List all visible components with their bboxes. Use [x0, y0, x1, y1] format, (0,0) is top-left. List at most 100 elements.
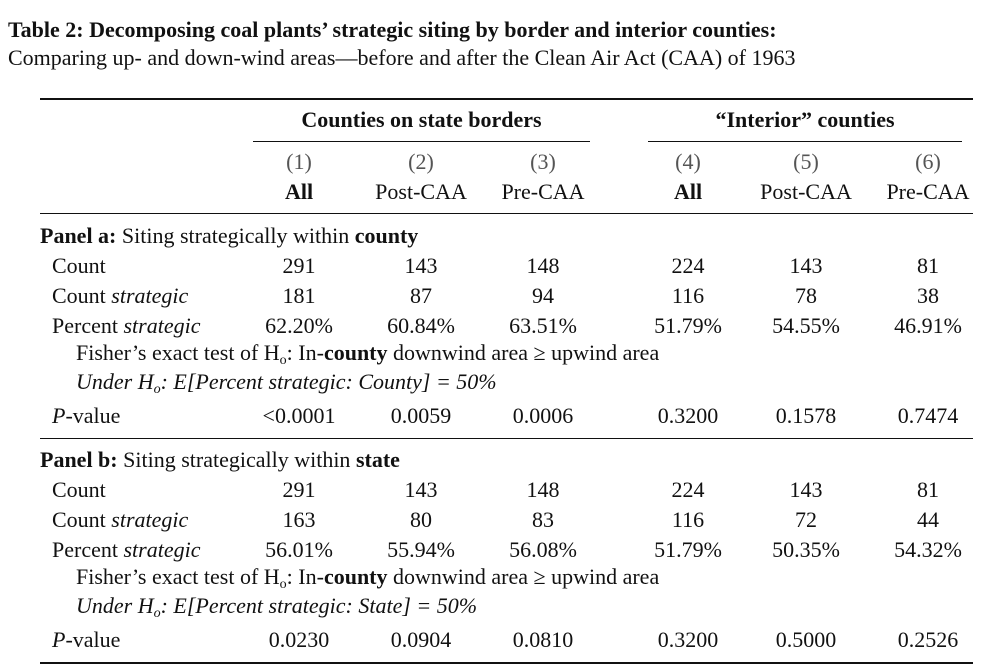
row-label-part: strategic [111, 283, 189, 308]
hypothesis-note-part: Under H [76, 593, 154, 618]
row-label-part: Count [52, 253, 106, 278]
cell: 0.7474 [897, 403, 959, 428]
column-label: All [284, 179, 314, 204]
row-label: Count [52, 477, 106, 503]
row-label: Count [52, 253, 106, 279]
column-number: (3) [530, 149, 556, 174]
cell: 38 [917, 283, 939, 308]
cell: 54.32% [894, 537, 962, 562]
cell: 87 [410, 283, 432, 308]
row-label-part: Count [52, 283, 112, 308]
row-label-part: Count [52, 507, 112, 532]
hypothesis-note-part: : E[Percent strategic: State] = 50% [160, 593, 478, 618]
column-number: (4) [675, 149, 701, 174]
cell: 55.94% [387, 537, 455, 562]
panel-heading-part: Panel b: [40, 447, 118, 472]
hypothesis-note: Under Ho: E[Percent strategic: State] = … [76, 593, 477, 627]
cell: 0.1578 [775, 403, 837, 428]
cell: 291 [282, 253, 316, 278]
row-label-part: P [52, 627, 66, 652]
panel-heading: Panel b: Siting strategically within sta… [40, 447, 400, 473]
column-number: (6) [915, 149, 941, 174]
row-label: Percent strategic [52, 537, 200, 563]
row-label: P-value [52, 627, 120, 653]
row-label: Count strategic [52, 283, 188, 309]
row-label-part: -value [65, 403, 121, 428]
row-label: Count strategic [52, 507, 188, 533]
rule [40, 213, 973, 214]
test-note-part: county [323, 564, 388, 589]
hypothesis-note-part: o [153, 606, 161, 621]
test-note: Fisher’s exact test of Ho: In-county dow… [76, 340, 659, 374]
cell: 56.08% [509, 537, 577, 562]
test-note-part: downwind area ≥ upwind area [387, 340, 660, 365]
cell: 291 [282, 477, 316, 502]
column-label: All [673, 179, 703, 204]
rule [40, 98, 973, 100]
row-label-part: strategic [123, 313, 201, 338]
hypothesis-note: Under Ho: E[Percent strategic: County] =… [76, 369, 497, 403]
subtitle: Comparing up- and down-wind areas—before… [8, 45, 796, 70]
rule [648, 141, 962, 142]
cell: 143 [789, 477, 823, 502]
cell: 0.0059 [390, 403, 452, 428]
cell: 60.84% [387, 313, 455, 338]
cell: 143 [404, 477, 438, 502]
cell: 56.01% [265, 537, 333, 562]
row-label-part: Count [52, 477, 106, 502]
panel-heading-part: Panel a: [40, 223, 117, 248]
cell: 0.2526 [897, 627, 959, 652]
cell: 0.0810 [512, 627, 574, 652]
rule [253, 141, 590, 142]
cell: 143 [404, 253, 438, 278]
column-number: (5) [793, 149, 819, 174]
hypothesis-note-part: o [153, 382, 161, 397]
panel-heading-part: Siting strategically within [116, 223, 355, 248]
row-label-part: strategic [111, 507, 189, 532]
cell: 116 [671, 507, 705, 532]
panel-heading-part: state [355, 447, 400, 472]
panel-heading: Panel a: Siting strategically within cou… [40, 223, 418, 249]
row-label-part: Percent [52, 537, 124, 562]
group-header: “Interior” counties [715, 107, 895, 132]
cell: 0.0230 [268, 627, 330, 652]
row-label-part: Percent [52, 313, 124, 338]
cell: 148 [526, 477, 560, 502]
cell: 0.0904 [390, 627, 452, 652]
cell: 72 [795, 507, 817, 532]
cell: 143 [789, 253, 823, 278]
cell: 83 [532, 507, 554, 532]
column-label: Post-CAA [760, 179, 852, 204]
cell: 0.3200 [657, 403, 719, 428]
cell: 51.79% [654, 313, 722, 338]
test-note-part: county [323, 340, 388, 365]
row-label-part: P [52, 403, 66, 428]
cell: 63.51% [509, 313, 577, 338]
title: Table 2: Decomposing coal plants’ strate… [8, 17, 777, 42]
cell: 163 [282, 507, 316, 532]
test-note-part: : In- [286, 564, 324, 589]
panel-heading-part: county [354, 223, 419, 248]
cell: 181 [282, 283, 316, 308]
cell: 94 [532, 283, 554, 308]
column-label: Pre-CAA [501, 179, 585, 204]
group-header: Counties on state borders [301, 107, 542, 132]
hypothesis-note-part: Under H [76, 369, 154, 394]
cell: 80 [410, 507, 432, 532]
column-number: (1) [286, 149, 312, 174]
cell: <0.0001 [262, 403, 336, 428]
cell: 224 [671, 253, 705, 278]
cell: 0.3200 [657, 627, 719, 652]
cell: 44 [917, 507, 939, 532]
cell: 62.20% [265, 313, 333, 338]
test-note-part: o [279, 577, 287, 592]
column-label: Post-CAA [375, 179, 467, 204]
cell: 46.91% [894, 313, 962, 338]
cell: 148 [526, 253, 560, 278]
column-number: (2) [408, 149, 434, 174]
cell: 116 [671, 283, 705, 308]
cell: 51.79% [654, 537, 722, 562]
test-note-part: Fisher’s exact test of H [76, 564, 280, 589]
row-label: P-value [52, 403, 120, 429]
